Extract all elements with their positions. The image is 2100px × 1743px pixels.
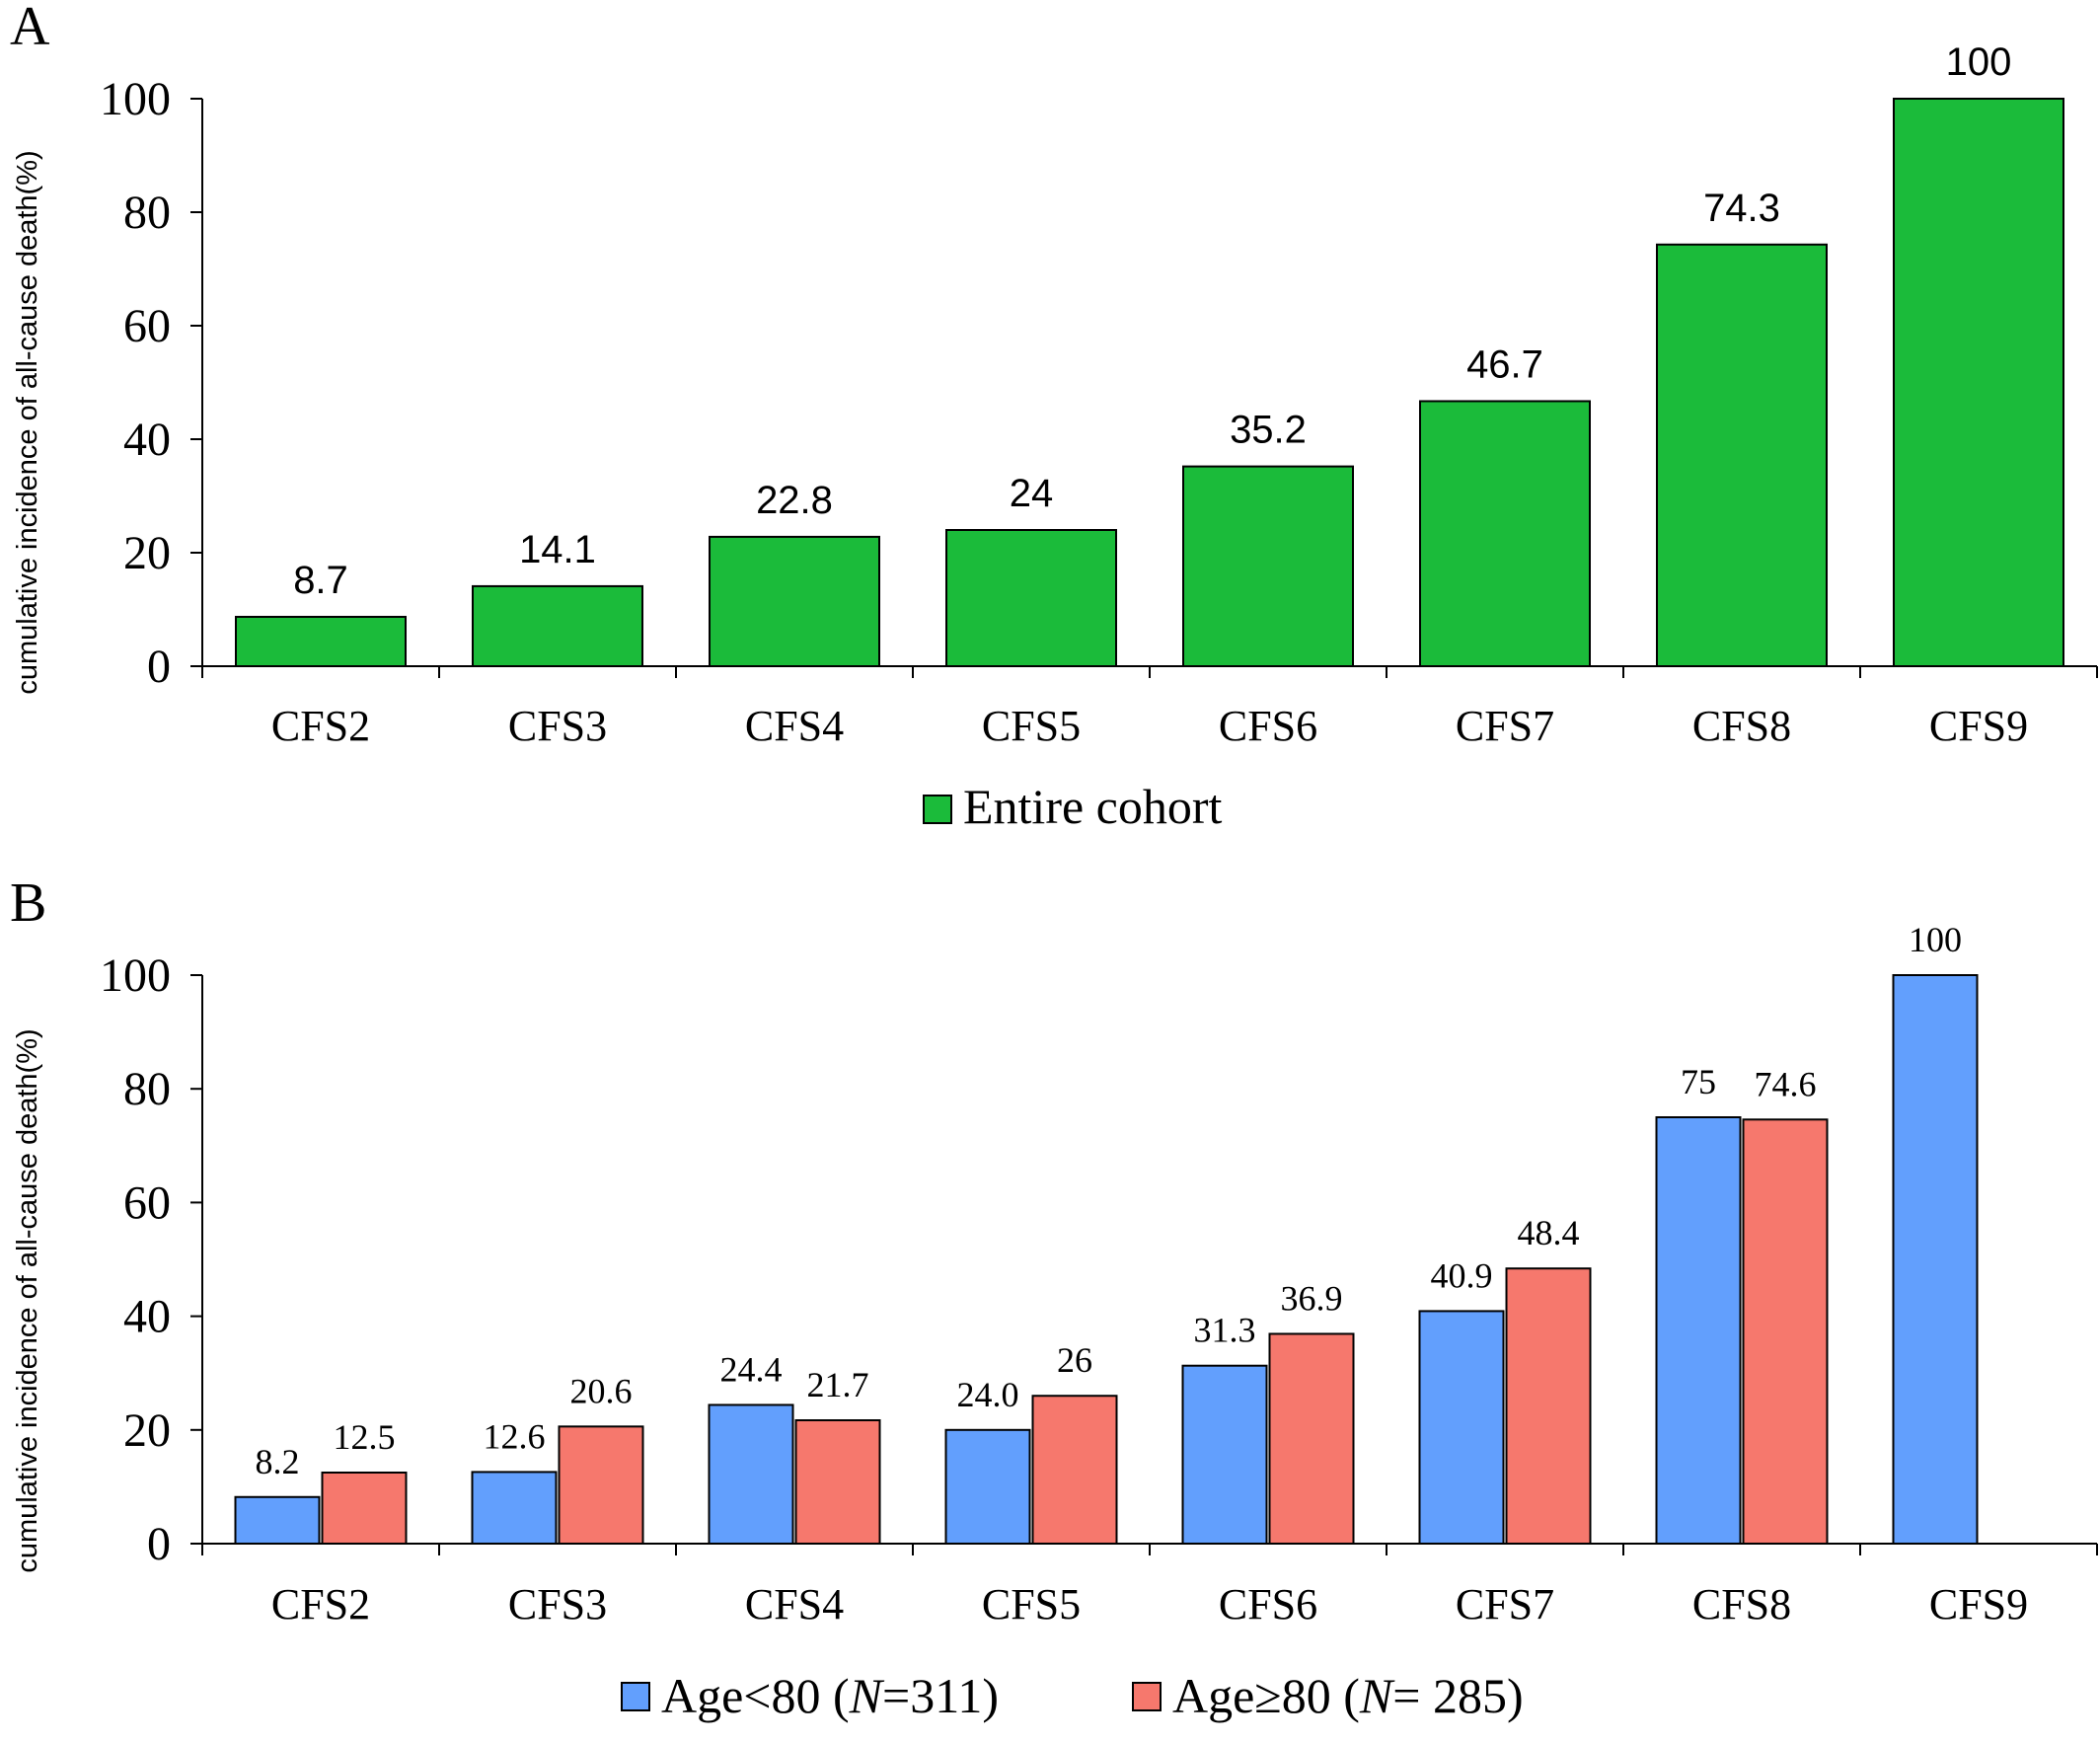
x-tick-label: CFS7 — [1456, 702, 1554, 750]
bar — [1268, 1332, 1355, 1546]
legend-label: Age<80 (N=311) — [661, 1668, 999, 1723]
data-label: 21.7 — [807, 1365, 869, 1404]
data-label: 14.1 — [519, 528, 596, 571]
bar — [1418, 1310, 1505, 1546]
legend-swatch — [923, 795, 952, 824]
data-label: 75 — [1681, 1062, 1716, 1101]
x-tick-label: CFS9 — [1929, 1580, 2028, 1629]
legend-label-part: Age≥80 ( — [1172, 1668, 1360, 1723]
data-label: 31.3 — [1194, 1311, 1256, 1350]
bar — [321, 1472, 408, 1545]
bar — [1419, 400, 1591, 667]
y-tick-label: 0 — [147, 641, 171, 693]
x-tick-label: CFS8 — [1692, 702, 1791, 750]
y-tick-label: 40 — [123, 1291, 171, 1343]
x-tick-label: CFS6 — [1219, 1580, 1317, 1629]
bar — [234, 1495, 321, 1545]
data-label: 100 — [1946, 40, 2012, 84]
data-label: 24.4 — [720, 1349, 783, 1389]
legend-label-part: Age<80 ( — [661, 1668, 850, 1723]
bar — [1181, 1364, 1268, 1546]
legend: Entire cohort — [923, 779, 1223, 834]
x-tick-label: CFS9 — [1929, 702, 2028, 750]
data-label: 74.3 — [1703, 187, 1780, 230]
data-label: 35.2 — [1230, 409, 1307, 452]
x-tick-label: CFS8 — [1692, 1580, 1791, 1629]
bar — [944, 1428, 1031, 1546]
bar — [794, 1419, 881, 1546]
y-tick-label: 20 — [123, 1404, 171, 1457]
x-tick-label: CFS2 — [271, 702, 370, 750]
y-tick-label: 60 — [123, 1176, 171, 1229]
y-tick-label: 100 — [100, 73, 171, 125]
bar — [709, 535, 880, 668]
data-label: 22.8 — [756, 479, 833, 522]
legend-label-part: N — [849, 1668, 885, 1723]
bar — [235, 615, 407, 667]
x-tick-label: CFS4 — [745, 1580, 844, 1629]
legend-swatch — [1132, 1682, 1162, 1711]
panel-label: B — [10, 872, 46, 934]
x-tick-label: CFS7 — [1456, 1580, 1554, 1629]
bar — [1656, 243, 1828, 667]
legend-label: Entire cohort — [963, 779, 1223, 834]
y-axis-label: cumulative incidence of all-cause death(… — [12, 1028, 43, 1572]
data-label: 24 — [1010, 472, 1054, 515]
x-tick-label: CFS5 — [982, 1580, 1081, 1629]
data-label: 100 — [1909, 920, 1962, 959]
data-label: 46.7 — [1466, 342, 1543, 386]
legend-label-part: N — [1359, 1668, 1395, 1723]
legend-label-part: = 285) — [1392, 1668, 1523, 1723]
x-tick-label: CFS5 — [982, 702, 1081, 750]
data-label: 24.0 — [957, 1375, 1019, 1414]
y-tick-label: 100 — [100, 949, 171, 1002]
bar — [472, 584, 643, 667]
data-label: 26 — [1057, 1340, 1092, 1380]
data-label: 40.9 — [1431, 1255, 1493, 1295]
bar — [1892, 974, 1979, 1545]
legend-label: Age≥80 (N= 285) — [1172, 1668, 1524, 1723]
bar — [1655, 1116, 1742, 1545]
y-tick-label: 80 — [123, 187, 171, 239]
bar — [945, 529, 1117, 667]
x-tick-label: CFS2 — [271, 1580, 370, 1629]
data-label: 12.6 — [484, 1416, 546, 1456]
bar — [1893, 98, 2064, 667]
y-tick-label: 60 — [123, 300, 171, 352]
y-tick-label: 80 — [123, 1063, 171, 1115]
y-tick-label: 40 — [123, 414, 171, 466]
data-label: 74.6 — [1755, 1064, 1817, 1103]
bar — [1505, 1267, 1592, 1545]
y-tick-label: 0 — [147, 1518, 171, 1570]
bar — [1031, 1395, 1118, 1545]
data-label: 8.7 — [293, 559, 348, 602]
bar — [558, 1425, 644, 1545]
legend-swatch — [621, 1682, 650, 1711]
bar — [1742, 1118, 1829, 1545]
x-tick-label: CFS3 — [508, 702, 607, 750]
legend: Age<80 (N=311) Age≥80 (N= 285) — [621, 1668, 1524, 1723]
x-tick-label: CFS3 — [508, 1580, 607, 1629]
y-tick-label: 20 — [123, 527, 171, 579]
panel-label: A — [10, 0, 50, 57]
bar — [708, 1403, 794, 1546]
legend-label-part: =311) — [882, 1668, 999, 1723]
data-label: 12.5 — [334, 1417, 396, 1457]
data-label: 48.4 — [1518, 1213, 1580, 1252]
bar — [471, 1471, 558, 1545]
data-label: 8.2 — [256, 1442, 300, 1481]
data-label: 36.9 — [1281, 1278, 1343, 1318]
bar — [1182, 465, 1354, 667]
x-tick-label: CFS6 — [1219, 702, 1317, 750]
y-axis-label: cumulative incidence of all-cause death(… — [12, 150, 43, 694]
x-tick-label: CFS4 — [745, 702, 844, 750]
data-label: 20.6 — [570, 1371, 633, 1410]
